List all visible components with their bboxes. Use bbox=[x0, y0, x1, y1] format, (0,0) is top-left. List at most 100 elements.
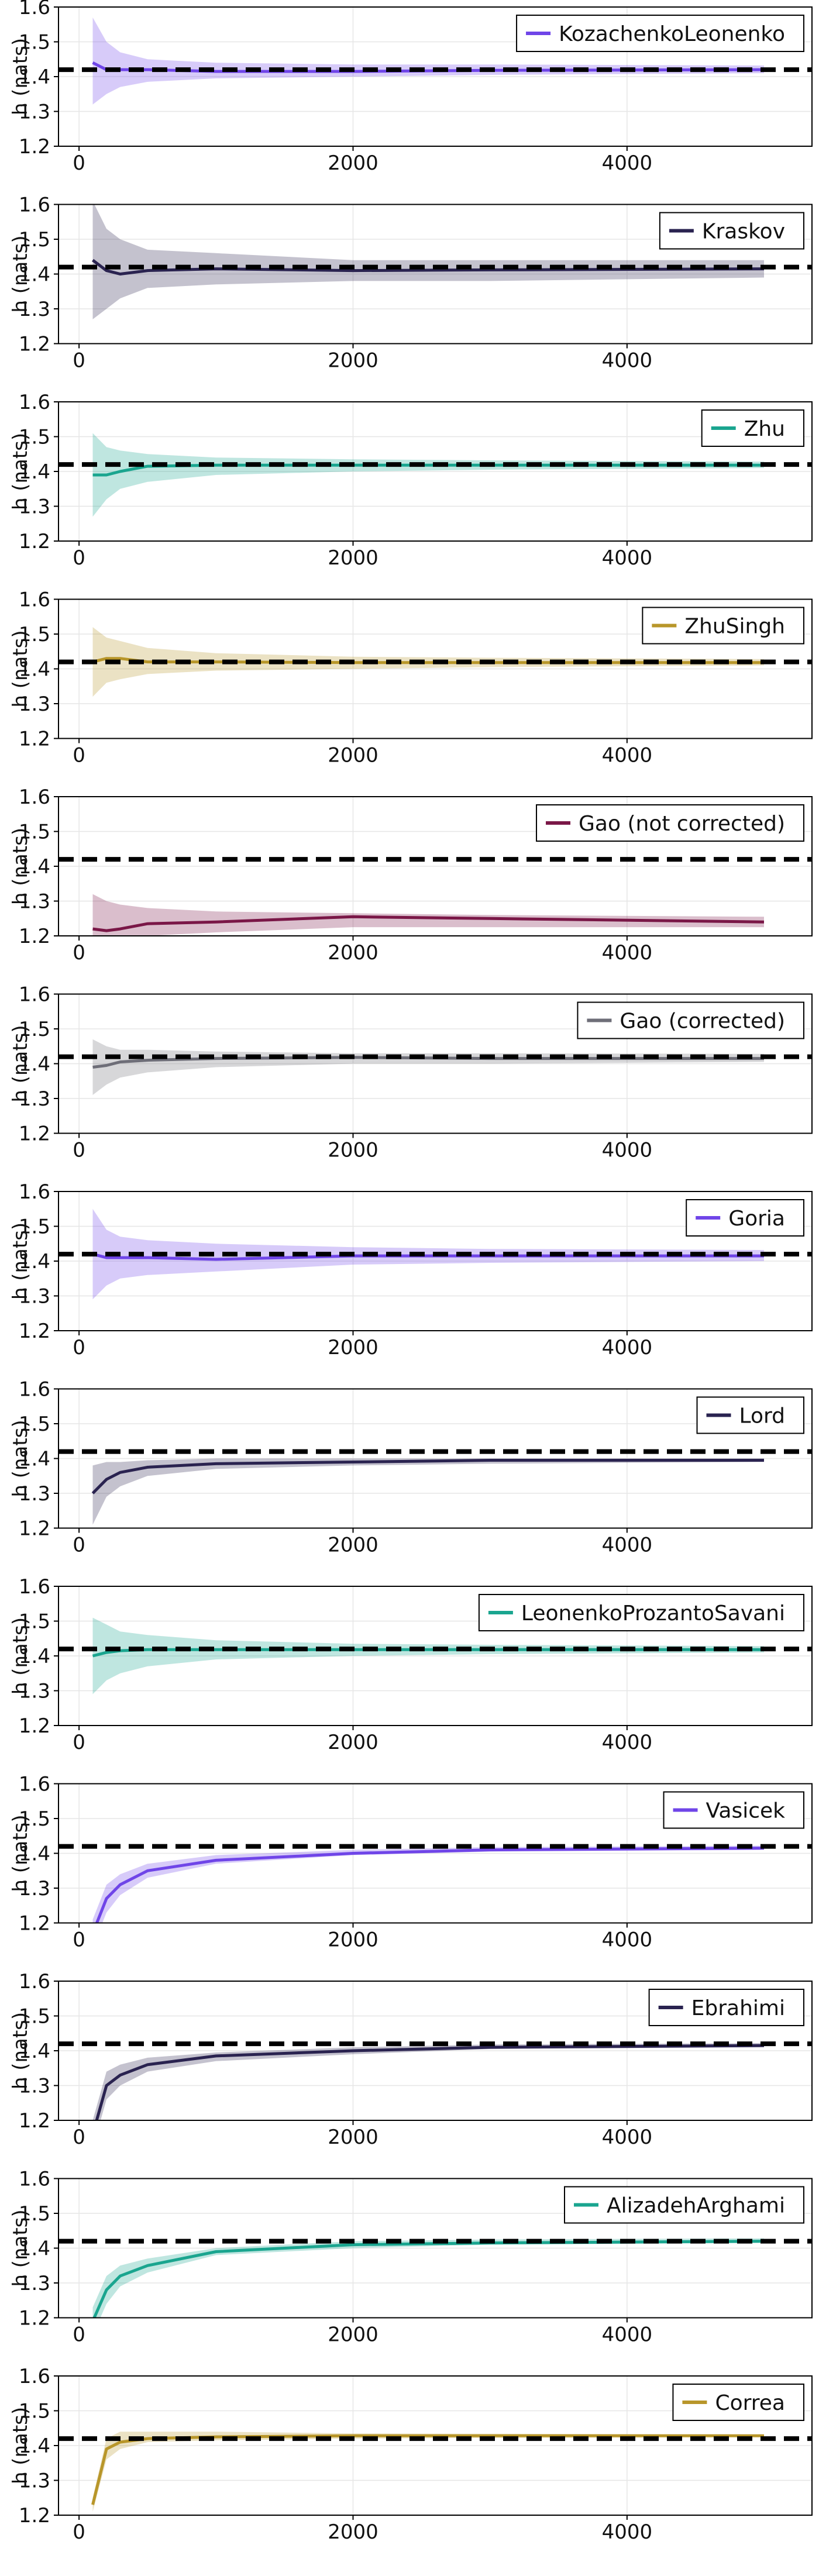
y-tick-label: 1.3 bbox=[19, 1877, 50, 1900]
y-axis-label: h (nats) bbox=[9, 828, 32, 905]
legend: Vasicek bbox=[663, 1791, 804, 1829]
y-tick-label: 1.6 bbox=[19, 1180, 50, 1204]
x-tick-label: 0 bbox=[73, 1928, 85, 1952]
y-tick-label: 1.5 bbox=[19, 2400, 50, 2423]
y-tick-label: 1.6 bbox=[19, 2168, 50, 2191]
legend-entry-label: Goria bbox=[728, 1207, 785, 1231]
y-tick-label: 1.3 bbox=[19, 890, 50, 914]
x-tick-label: 2000 bbox=[328, 349, 378, 373]
y-tick-label: 1.6 bbox=[19, 391, 50, 414]
legend-box bbox=[536, 804, 804, 842]
chart-panel: 1.2 1.3 1.4 1.5 1.6 0 2000 4000 h (nats) Correa bbox=[9, 2365, 813, 2544]
chart-panel: 1.2 1.3 1.4 1.5 1.6 0 2000 4000 h (nats) Ebrahimi bbox=[9, 1970, 813, 2149]
chart-panel: 1.2 1.3 1.4 1.5 1.6 0 2000 4000 h (nats) Zhu bbox=[9, 391, 813, 570]
y-tick-label: 1.6 bbox=[19, 0, 50, 19]
x-tick-label: 0 bbox=[73, 1534, 85, 1557]
y-axis-label: h (nats) bbox=[9, 2407, 32, 2484]
y-axis-label: h (nats) bbox=[9, 38, 32, 115]
y-axis-label: h (nats) bbox=[9, 1025, 32, 1102]
legend-entry-label: Vasicek bbox=[706, 1799, 786, 1823]
y-axis-label: h (nats) bbox=[9, 1420, 32, 1497]
x-tick-label: 2000 bbox=[328, 1928, 378, 1952]
legend: Ebrahimi bbox=[648, 1989, 804, 2026]
series-line bbox=[91, 259, 765, 275]
y-tick-label: 1.2 bbox=[19, 2307, 50, 2330]
legend-entry-label: KozachenkoLeonenko bbox=[559, 22, 785, 46]
series-line bbox=[95, 2044, 765, 2120]
legend: Lord bbox=[696, 1396, 804, 1434]
legend: Gao (not corrected) bbox=[536, 804, 804, 842]
series-group bbox=[91, 1458, 764, 1525]
legend-entry-label: Lord bbox=[739, 1404, 785, 1428]
series-line bbox=[95, 1847, 765, 1923]
chart-panel: 1.2 1.3 1.4 1.5 1.6 0 2000 4000 h (nats) Vasicek bbox=[9, 1773, 813, 1952]
y-axis-label: h (nats) bbox=[9, 2012, 32, 2089]
y-axis-label: h (nats) bbox=[9, 1814, 32, 1892]
y-tick-label: 1.5 bbox=[19, 1610, 50, 1634]
y-tick-label: 1.5 bbox=[19, 1018, 50, 1041]
series-line bbox=[92, 915, 765, 932]
legend-entry-label: Zhu bbox=[744, 417, 785, 441]
legend: ZhuSingh bbox=[642, 607, 804, 645]
chart-panel: 1.2 1.3 1.4 1.5 1.6 0 2000 4000 h (nats) Goria bbox=[9, 1180, 813, 1359]
y-tick-label: 1.6 bbox=[19, 1970, 50, 1993]
legend: LeonenkoProzantoSavani bbox=[478, 1594, 804, 1631]
legend-box bbox=[564, 2186, 804, 2224]
chart-panel: 1.2 1.3 1.4 1.5 1.6 0 2000 4000 h (nats) Gao (cor… bbox=[9, 983, 813, 1162]
y-tick-label: 1.6 bbox=[19, 1378, 50, 1401]
y-tick-label: 1.4 bbox=[19, 1645, 50, 1668]
y-tick-label: 1.4 bbox=[19, 1843, 50, 1866]
x-tick-label: 2000 bbox=[328, 2520, 378, 2544]
confidence-band bbox=[92, 204, 764, 319]
x-tick-label: 0 bbox=[73, 151, 85, 175]
legend-entry-label: Gao (not corrected) bbox=[579, 812, 785, 836]
series-group bbox=[91, 204, 765, 319]
y-tick-label: 1.2 bbox=[19, 333, 50, 356]
x-tick-label: 2000 bbox=[328, 151, 378, 175]
x-tick-label: 0 bbox=[73, 2323, 85, 2347]
chart-panel: 1.2 1.3 1.4 1.5 1.6 0 2000 4000 h (nats) Lord bbox=[9, 1378, 813, 1557]
chart-panel: 1.2 1.3 1.4 1.5 1.6 0 2000 4000 h (nats) Kraskov bbox=[9, 194, 813, 373]
y-axis-label: h (nats) bbox=[9, 433, 32, 510]
legend-entry-label: Kraskov bbox=[702, 220, 785, 244]
y-tick-label: 1.5 bbox=[19, 228, 50, 252]
y-tick-label: 1.4 bbox=[19, 2237, 50, 2261]
legend-entry-label: LeonenkoProzantoSavani bbox=[521, 1602, 785, 1626]
y-tick-label: 1.6 bbox=[19, 2365, 50, 2388]
confidence-band bbox=[92, 1458, 764, 1525]
x-tick-label: 4000 bbox=[602, 1139, 653, 1162]
legend: Gao (corrected) bbox=[577, 1001, 804, 1039]
y-tick-label: 1.6 bbox=[19, 194, 50, 217]
x-tick-label: 2000 bbox=[328, 941, 378, 965]
y-axis-label: h (nats) bbox=[9, 235, 32, 312]
y-tick-label: 1.3 bbox=[19, 1482, 50, 1506]
y-tick-label: 1.6 bbox=[19, 786, 50, 809]
y-tick-label: 1.4 bbox=[19, 658, 50, 681]
y-tick-label: 1.2 bbox=[19, 135, 50, 159]
x-tick-label: 2000 bbox=[328, 1534, 378, 1557]
x-tick-label: 4000 bbox=[602, 1928, 653, 1952]
y-tick-label: 1.4 bbox=[19, 460, 50, 484]
x-tick-label: 4000 bbox=[602, 941, 653, 965]
x-tick-label: 4000 bbox=[602, 349, 653, 373]
y-tick-label: 1.6 bbox=[19, 1773, 50, 1796]
y-tick-label: 1.3 bbox=[19, 495, 50, 519]
legend-box bbox=[577, 1001, 804, 1039]
chart-panel: 1.2 1.3 1.4 1.5 1.6 0 2000 4000 h (nats) Alizadeh… bbox=[9, 2168, 813, 2347]
x-tick-label: 0 bbox=[73, 1139, 85, 1162]
y-axis-label: h (nats) bbox=[9, 630, 32, 707]
y-tick-label: 1.5 bbox=[19, 1807, 50, 1831]
y-tick-label: 1.2 bbox=[19, 728, 50, 751]
chart-panel: 1.2 1.3 1.4 1.5 1.6 0 2000 4000 h (nats) Kozachen… bbox=[9, 0, 813, 175]
chart-panel: 1.2 1.3 1.4 1.5 1.6 0 2000 4000 h (nats) Gao (not… bbox=[9, 786, 813, 965]
x-tick-label: 4000 bbox=[602, 2126, 653, 2149]
legend-entry-label: Ebrahimi bbox=[691, 1996, 785, 2020]
y-tick-label: 1.3 bbox=[19, 2470, 50, 2493]
legend: Goria bbox=[686, 1199, 804, 1237]
y-tick-label: 1.2 bbox=[19, 530, 50, 553]
y-tick-label: 1.5 bbox=[19, 31, 50, 54]
x-tick-label: 0 bbox=[73, 546, 85, 570]
legend-box bbox=[516, 15, 804, 52]
y-tick-label: 1.5 bbox=[19, 821, 50, 844]
